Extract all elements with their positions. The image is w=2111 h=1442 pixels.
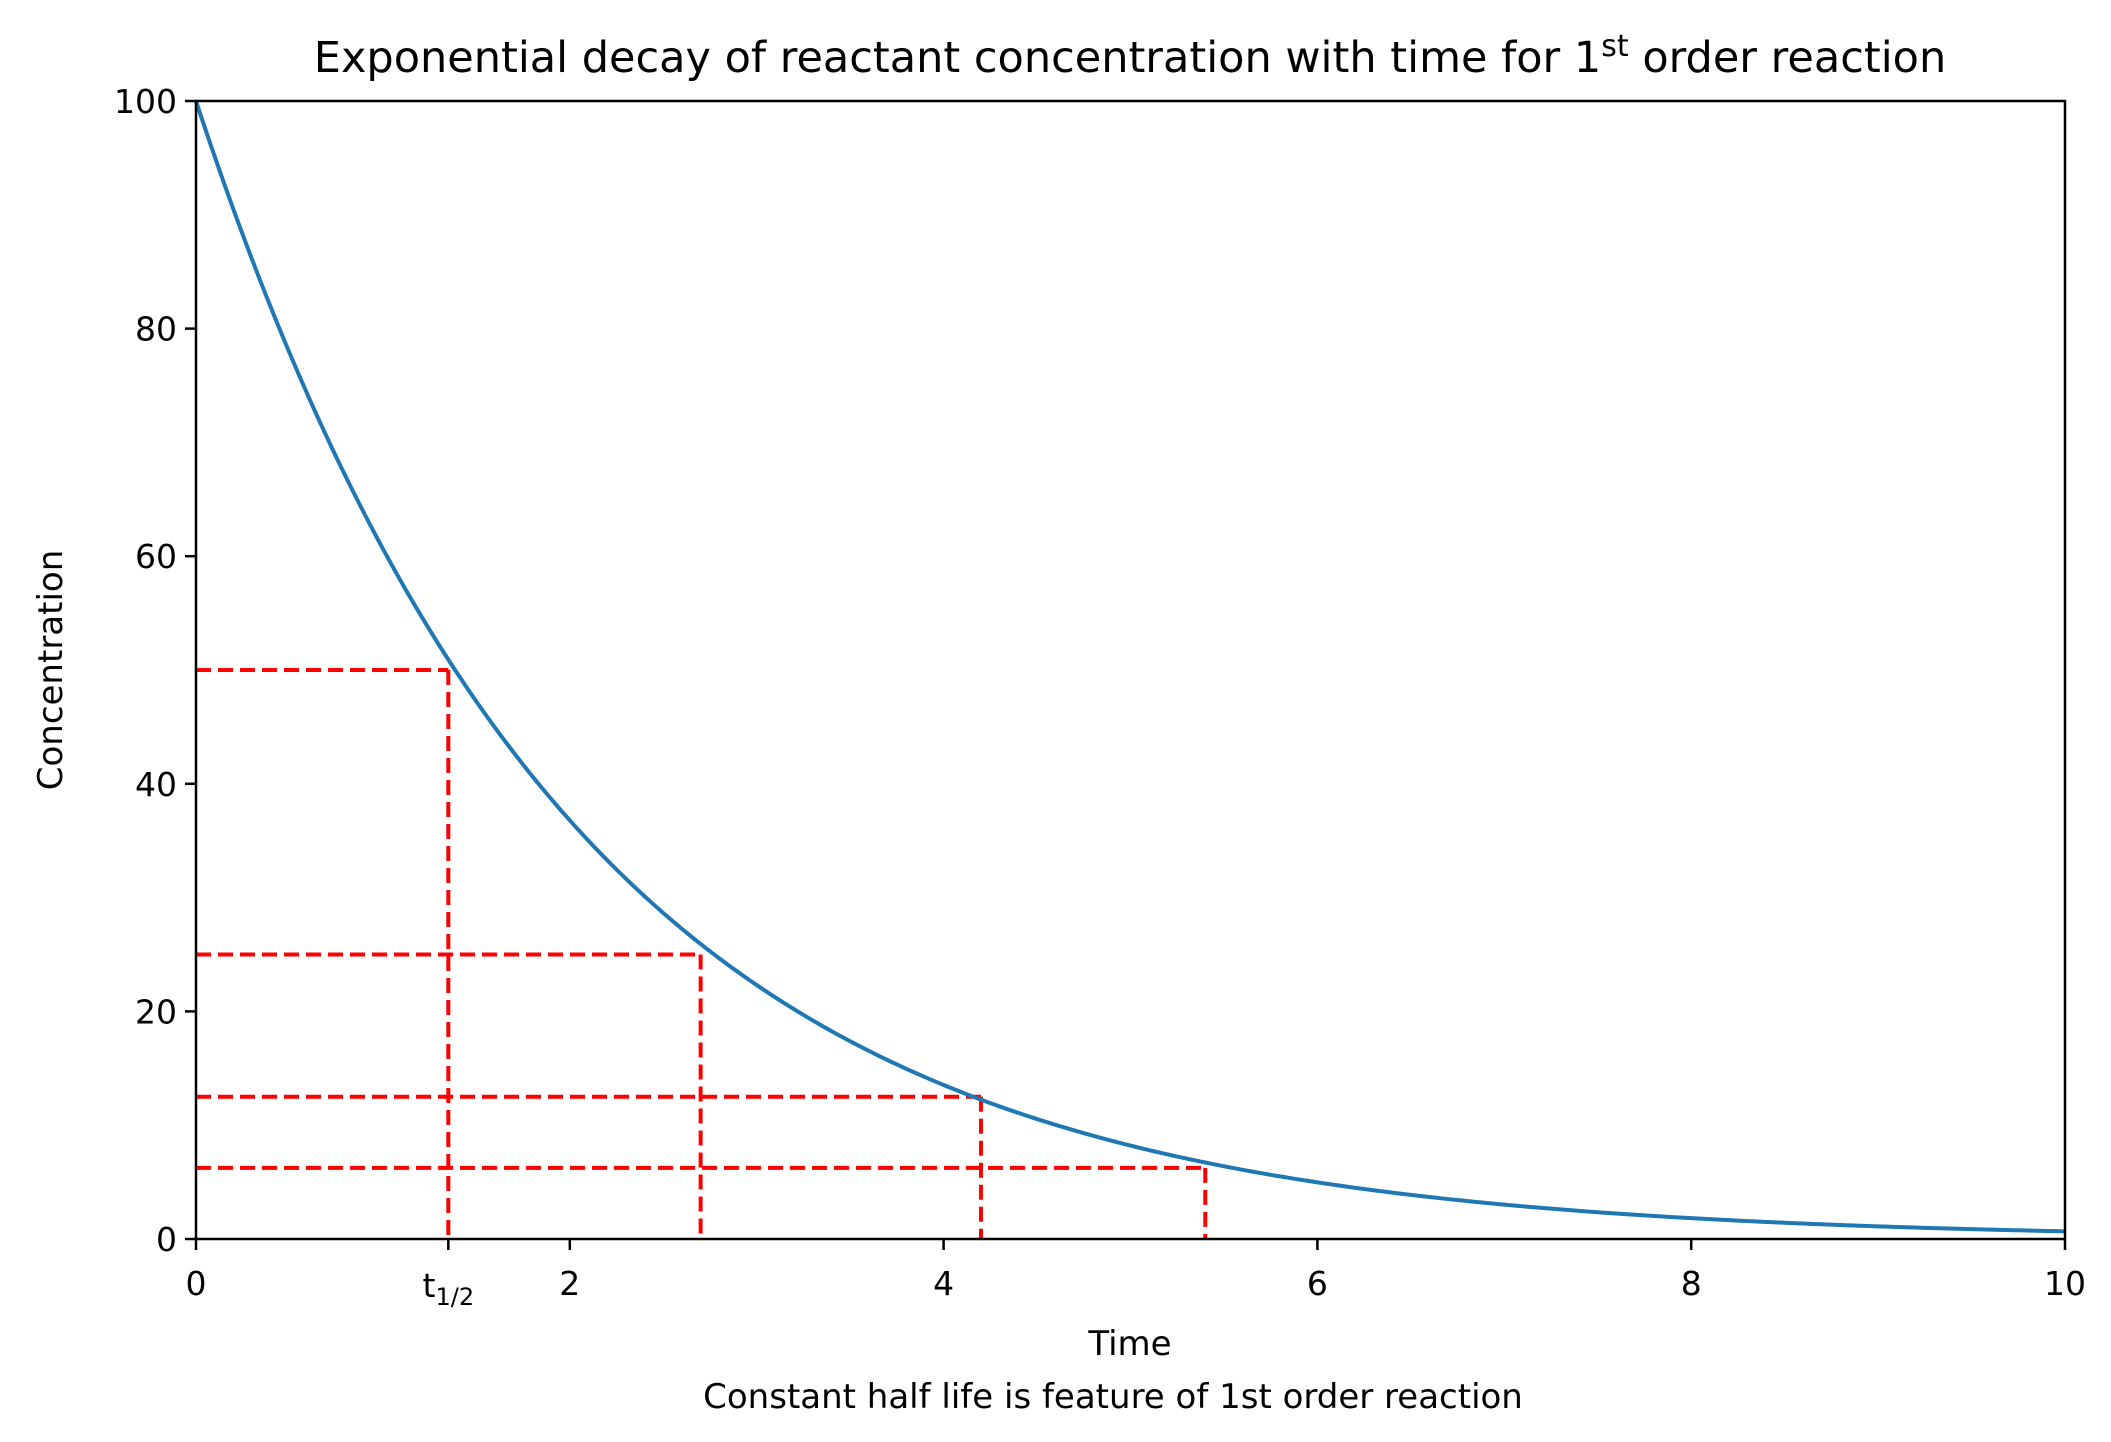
x-axis-ticks: 0 2 4 6 8 10: [186, 1239, 2086, 1303]
y-tick-label: 80: [135, 310, 177, 349]
x-axis-label: Time: [1087, 1324, 1171, 1364]
x-tick-label: 0: [186, 1264, 207, 1303]
x-tick-label: 8: [1681, 1264, 1702, 1303]
y-tick-label: 0: [156, 1220, 177, 1259]
x-tick-label-half-life: t1/2: [423, 1266, 475, 1311]
decay-curve: [194, 100, 2066, 1234]
x-tick-label: 6: [1307, 1264, 1328, 1303]
y-tick-label: 60: [135, 537, 177, 576]
half-life-markers: [196, 668, 1208, 1239]
x-tick-label: 10: [2044, 1264, 2086, 1303]
x-tick-label: 2: [559, 1264, 580, 1303]
y-tick-label: 20: [135, 992, 177, 1031]
chart-caption: Constant half life is feature of 1st ord…: [703, 1377, 1523, 1417]
y-axis-ticks: 0 20 40 60 80 100: [114, 82, 196, 1259]
chart-title: Exponential decay of reactant concentrat…: [314, 29, 1946, 83]
y-axis-label: Concentration: [31, 550, 71, 791]
plot-frame: [194, 99, 2067, 1241]
y-tick-label: 100: [114, 82, 177, 121]
x-tick-label: 4: [933, 1264, 954, 1303]
y-tick-label: 40: [135, 765, 177, 804]
